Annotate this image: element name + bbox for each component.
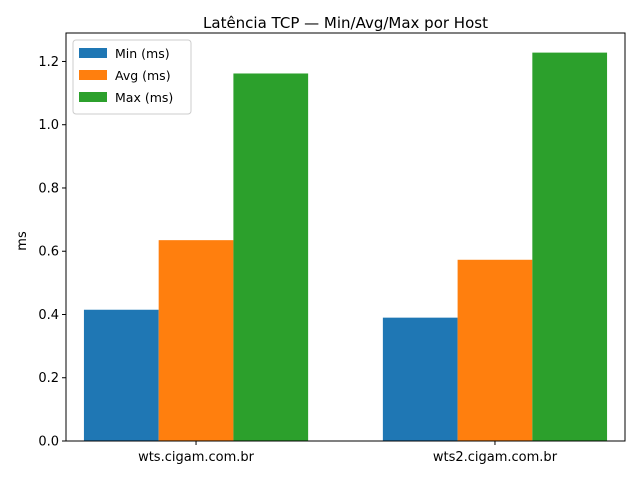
bar-3-2 (532, 52, 608, 442)
legend-swatch (79, 92, 107, 102)
y-tick-label: 0.0 (38, 435, 59, 450)
y-tick-label: 0.6 (38, 245, 59, 260)
legend-swatch (79, 70, 107, 80)
bar-3-1 (233, 73, 309, 441)
x-tick-label: wts2.cigam.com.br (433, 450, 558, 465)
y-axis-title: ms (15, 231, 30, 251)
y-tick-label: 1.0 (38, 118, 59, 133)
y-tick-label: 1.2 (38, 55, 59, 70)
plot-frame (65, 32, 626, 442)
y-tick-label: 0.4 (38, 308, 59, 323)
bars-group (83, 52, 608, 442)
y-tick-label: 0.2 (38, 371, 59, 386)
x-axis: wts.cigam.com.br wts2.cigam.com.br (138, 441, 558, 465)
bar-1-2 (382, 317, 458, 441)
bar-2-1 (158, 240, 234, 441)
legend-label: Max (ms) (115, 90, 173, 105)
bar-2-2 (457, 259, 533, 441)
legend-swatch (79, 48, 107, 58)
bar-1-1 (83, 309, 159, 441)
legend-label: Min (ms) (115, 46, 170, 61)
y-tick-label: 0.8 (38, 181, 59, 196)
legend-label: Avg (ms) (115, 68, 171, 83)
chart-title: Latência TCP — Min/Avg/Max por Host (203, 14, 488, 32)
x-tick-label: wts.cigam.com.br (138, 450, 255, 465)
y-axis: 0.0 0.2 0.4 0.6 0.8 1.0 1.2 (38, 55, 66, 450)
legend: Min (ms) Avg (ms) Max (ms) (72, 39, 192, 115)
